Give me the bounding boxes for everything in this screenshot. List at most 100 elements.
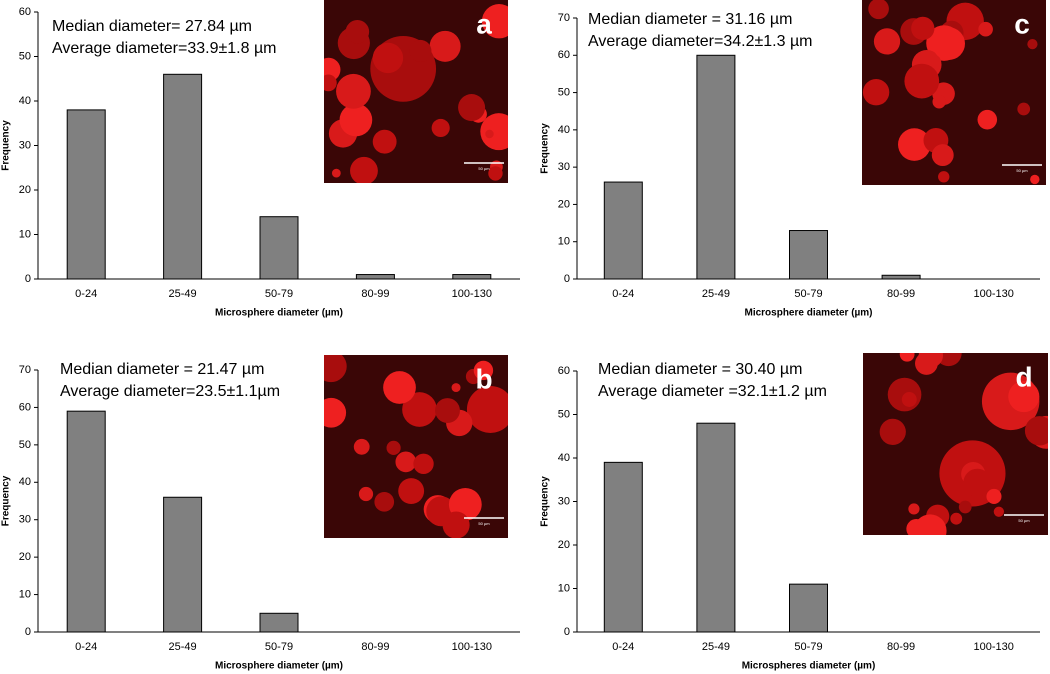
y-tick-label: 20 (19, 551, 31, 563)
x-tick-label: 0-24 (75, 641, 97, 653)
y-tick-label: 10 (19, 228, 31, 240)
micrograph (324, 0, 508, 183)
micrograph (863, 353, 1048, 535)
x-tick-label: 100-130 (452, 641, 492, 653)
microsphere (932, 27, 965, 61)
y-tick-label: 0 (25, 626, 31, 638)
bar (259, 216, 299, 280)
scale-label: 50 µm (1018, 518, 1030, 523)
y-tick-label: 0 (564, 626, 570, 638)
microsphere (350, 156, 378, 183)
bar (696, 54, 736, 280)
micrograph (324, 355, 508, 538)
microsphere (898, 128, 931, 161)
y-tick-label: 60 (19, 401, 31, 413)
y-tick-label: 60 (558, 49, 570, 61)
microsphere (358, 486, 374, 502)
microsphere (458, 94, 486, 122)
microsphere (485, 129, 494, 139)
microsphere (1017, 102, 1031, 116)
y-tick-label: 30 (558, 495, 570, 507)
x-axis-label: Microsphere diameter (µm) (215, 661, 343, 672)
microsphere (911, 16, 935, 41)
microsphere (963, 468, 992, 497)
y-axis-label: Frequency (540, 476, 551, 527)
microsphere (915, 353, 938, 375)
x-tick-label: 0-24 (612, 641, 634, 653)
bar (603, 181, 643, 280)
y-tick-label: 30 (19, 139, 31, 151)
annotation: Median diameter = 30.40 µm (598, 361, 802, 378)
microsphere (402, 392, 437, 427)
microsphere (938, 171, 950, 183)
microsphere (374, 491, 395, 512)
bar (789, 583, 828, 633)
y-tick-label: 40 (558, 452, 570, 464)
x-tick-label: 80-99 (361, 288, 389, 300)
microsphere (451, 383, 461, 393)
microsphere (950, 512, 963, 525)
bar (259, 612, 299, 633)
microsphere (901, 392, 917, 407)
y-tick-label: 50 (19, 439, 31, 451)
x-tick-label: 0-24 (75, 288, 97, 300)
microsphere (386, 440, 401, 455)
microsphere (480, 113, 508, 151)
y-tick-label: 20 (558, 539, 570, 551)
bar (789, 230, 828, 280)
microsphere (324, 397, 347, 428)
x-tick-label: 0-24 (612, 288, 634, 300)
y-axis-label: Frequency (1, 120, 12, 171)
x-tick-label: 25-49 (169, 288, 197, 300)
microsphere (383, 371, 416, 404)
microsphere (353, 438, 370, 455)
panel-label: c (1014, 8, 1030, 39)
microsphere (978, 21, 993, 37)
y-tick-label: 70 (558, 12, 570, 24)
microsphere (931, 144, 954, 167)
y-tick-label: 40 (558, 124, 570, 136)
y-tick-label: 30 (558, 161, 570, 173)
panel-label: a (476, 8, 492, 39)
y-tick-label: 50 (19, 50, 31, 62)
y-tick-label: 20 (19, 184, 31, 196)
microsphere (908, 503, 920, 515)
microsphere (488, 166, 503, 181)
y-tick-label: 60 (19, 6, 31, 18)
microsphere (409, 39, 432, 63)
microsphere (324, 355, 347, 383)
x-axis-label: Microsphere diameter (µm) (215, 308, 343, 319)
chart-panel: 0 10 20 30 40 50 60 0-24 25-49 50-79 80-99 100-130 M… (540, 353, 1048, 672)
annotation: Median diameter= 27.84 µm (52, 18, 252, 35)
x-tick-label: 100-130 (452, 288, 492, 300)
microsphere (932, 95, 946, 109)
microsphere (977, 109, 998, 130)
microsphere (868, 0, 889, 20)
bar (66, 410, 106, 633)
microsphere (1030, 174, 1040, 185)
panel-label: b (475, 363, 492, 394)
x-tick-label: 80-99 (887, 288, 915, 300)
x-tick-label: 100-130 (974, 288, 1014, 300)
chart-panel: 0 10 20 30 40 50 60 70 0-24 25-49 50-79 80-99 100-13… (540, 0, 1046, 319)
chart-panel: 0 10 20 30 40 50 60 0-24 25-49 50-79 80-99 100-130 M… (1, 0, 520, 319)
microsphere (473, 360, 494, 381)
y-tick-label: 20 (558, 198, 570, 210)
micrograph (862, 0, 1046, 185)
y-tick-label: 40 (19, 476, 31, 488)
bar (163, 73, 203, 280)
chart-panel: 0 10 20 30 40 50 60 70 0-24 25-49 50-79 80-99 100-13… (1, 355, 520, 672)
annotation: Median diameter = 21.47 µm (60, 361, 264, 378)
x-tick-label: 50-79 (794, 288, 822, 300)
microsphere (395, 451, 417, 473)
y-tick-label: 10 (19, 588, 31, 600)
y-tick-label: 70 (19, 364, 31, 376)
x-tick-label: 80-99 (887, 641, 915, 653)
microsphere (913, 514, 947, 535)
x-tick-label: 80-99 (361, 641, 389, 653)
bar (452, 274, 492, 280)
microsphere (429, 30, 461, 62)
bar (603, 461, 643, 633)
x-tick-label: 25-49 (702, 641, 730, 653)
